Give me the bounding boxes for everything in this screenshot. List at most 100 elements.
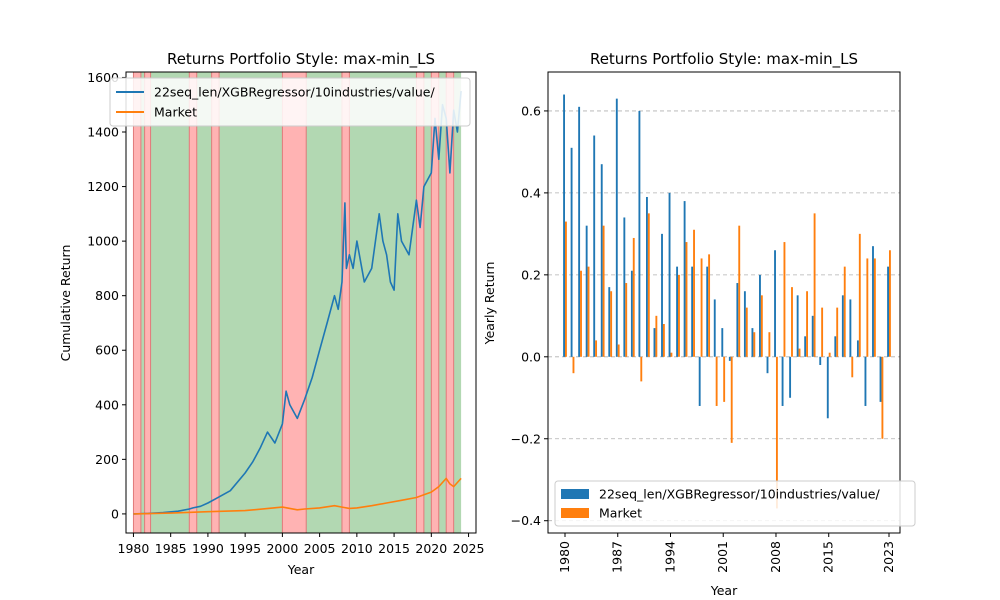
- strategy-bar-2019: [856, 340, 859, 357]
- left-x-tick-label-3: 1995: [229, 541, 261, 556]
- market-bar-1996: [685, 242, 688, 357]
- series-line-market: [133, 477, 462, 515]
- right-x-tick-label-1: 1987: [610, 541, 625, 573]
- strategy-bar-2006: [759, 274, 761, 357]
- market-bar-1999: [708, 254, 711, 357]
- market-bar-1988: [625, 283, 628, 357]
- strategy-bar-2001: [721, 328, 724, 357]
- regime-band-red-3: [211, 71, 220, 534]
- right-x-tick-label-2: 1994: [662, 541, 677, 573]
- cumulative-return-chart: Returns Portfolio Style: max-min_LS 1980…: [58, 50, 484, 577]
- left-x-tick-label-4: 2000: [266, 541, 298, 556]
- left-x-tick-label-6: 2010: [341, 541, 373, 556]
- right-y-axis-label: Yearly Return: [482, 262, 497, 346]
- market-bar-2015: [828, 352, 831, 357]
- strategy-bar-2008: [774, 250, 776, 357]
- strategy-bar-1995: [676, 266, 679, 357]
- strategy-bar-1983: [585, 225, 588, 357]
- market-bar-2022: [881, 356, 884, 439]
- left-x-tick-label-9: 2025: [453, 541, 485, 556]
- left-y-tick-label-0: 0: [111, 506, 119, 521]
- market-bar-1984: [595, 340, 598, 357]
- right-legend-swatch-1: [561, 508, 589, 518]
- right-x-axis-label: Year: [710, 583, 738, 598]
- market-bar-2010: [791, 287, 793, 357]
- strategy-bar-2009: [781, 356, 784, 406]
- right-y-tick-label-4: 0.4: [521, 185, 541, 200]
- strategy-bar-2010: [789, 356, 792, 398]
- left-x-tick-label-0: 1980: [118, 541, 150, 556]
- left-plot-area: 1980 1985 1990 1995 2000 2005 2010 2015 2020 2025…: [87, 70, 484, 556]
- strategy-bar-2017: [841, 295, 844, 357]
- strategy-bar-2011: [796, 295, 799, 357]
- market-bar-2020: [866, 258, 869, 357]
- strategy-bar-1996: [683, 201, 686, 357]
- left-chart-title: Returns Portfolio Style: max-min_LS: [167, 50, 435, 69]
- left-y-tick-label-7: 1400: [87, 125, 119, 140]
- market-bar-2019: [858, 233, 861, 357]
- market-bar-2008: [775, 356, 778, 509]
- left-axes-frame: [125, 71, 477, 534]
- strategy-bar-1999: [706, 266, 709, 357]
- strategy-bar-2000: [713, 299, 716, 357]
- right-plot-background: [548, 72, 900, 533]
- strategy-bar-1991: [646, 196, 648, 357]
- left-y-tick-label-3: 600: [95, 343, 119, 358]
- market-bar-2016: [836, 307, 839, 357]
- market-bar-2006: [760, 295, 763, 357]
- right-y-tick-label-1: −0.2: [511, 431, 541, 446]
- market-bar-1992: [655, 315, 658, 357]
- market-bar-1990: [640, 356, 643, 382]
- market-bar-2005: [753, 332, 756, 357]
- strategy-bar-1989: [630, 270, 633, 357]
- right-legend-label-1: Market: [599, 506, 642, 521]
- left-y-tick-label-5: 1000: [87, 234, 119, 249]
- strategy-bar-1997: [691, 266, 694, 357]
- series-line-strategy: [133, 91, 462, 515]
- market-bar-1986: [610, 291, 613, 357]
- left-x-tick-label-2: 1990: [192, 541, 224, 556]
- regime-band-red-1: [144, 71, 152, 534]
- strategy-bar-2004: [743, 291, 746, 357]
- market-bar-2021: [873, 258, 876, 357]
- regime-band-red-5: [341, 71, 350, 534]
- right-x-tick-label-6: 2023: [881, 541, 896, 573]
- market-bar-2003: [738, 225, 741, 357]
- strategy-bar-2023: [887, 266, 889, 357]
- left-legend-label-1: Market: [154, 105, 197, 120]
- left-y-tick-label-6: 1200: [87, 179, 119, 194]
- regime-band-red-0: [132, 71, 142, 534]
- left-legend: 22seq_len/XGBRegressor/10industries/valu…: [109, 77, 471, 127]
- market-bar-1994: [670, 352, 673, 357]
- market-bar-2013: [813, 213, 816, 357]
- market-bar-2023: [889, 250, 891, 357]
- left-y-tick-label-2: 400: [95, 397, 119, 412]
- right-plot-area: −0.4 −0.2 0.0 0.2 0.4 0.6 1980 1987 1994 2001 2008…: [511, 71, 901, 573]
- right-y-tick-label-3: 0.2: [521, 267, 541, 282]
- right-legend-swatch-0: [561, 489, 589, 499]
- strategy-bar-1982: [578, 106, 581, 357]
- market-bar-2000: [715, 356, 718, 406]
- regime-band-red-4: [281, 71, 307, 534]
- strategy-bar-2022: [879, 356, 882, 402]
- market-bar-1991: [647, 213, 650, 357]
- market-bar-2004: [745, 307, 748, 357]
- right-x-tick-label-5: 2015: [821, 541, 836, 573]
- strategy-bar-1985: [600, 164, 603, 357]
- strategy-bar-2005: [751, 328, 754, 357]
- strategy-bar-1990: [638, 110, 641, 357]
- market-bar-1989: [632, 237, 635, 357]
- strategy-bar-1986: [608, 287, 611, 357]
- left-x-tick-label-7: 2015: [378, 541, 410, 556]
- left-x-tick-label-1: 1985: [155, 541, 187, 556]
- right-y-tick-label-0: −0.4: [511, 513, 541, 528]
- market-bar-2017: [843, 266, 846, 357]
- right-legend: 22seq_len/XGBRegressor/10industries/valu…: [554, 480, 916, 527]
- regime-band-red-6: [415, 71, 425, 534]
- right-x-tick-label-0: 1980: [557, 541, 572, 573]
- market-bar-2014: [821, 307, 824, 357]
- market-bar-1997: [693, 229, 695, 357]
- market-bar-2012: [806, 291, 808, 357]
- strategy-bar-2015: [826, 356, 829, 419]
